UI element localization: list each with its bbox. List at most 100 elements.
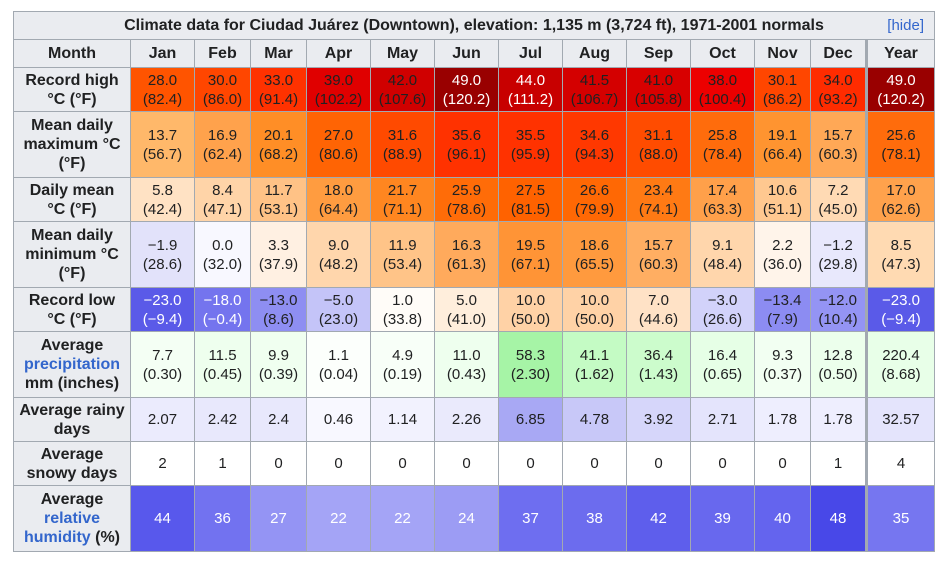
- cell-value: 0: [462, 455, 471, 472]
- climate-table: Climate data for Ciudad Juárez (Downtown…: [13, 11, 935, 552]
- cell-secondary-value: (79.9): [574, 200, 615, 218]
- cell-secondary-value: (33.8): [382, 310, 423, 328]
- cell-value: 10.0: [579, 291, 610, 309]
- data-cell: 2.42: [194, 397, 251, 442]
- cell-value: −13.4: [763, 291, 802, 309]
- row-header-line: mm (inches): [24, 375, 120, 392]
- cell-value: 11.0: [452, 346, 481, 364]
- cell-secondary-value: (60.3): [818, 145, 858, 163]
- data-cell: 40: [754, 485, 811, 552]
- cell-value: 21.7: [387, 181, 418, 199]
- cell-secondary-value: (81.5): [510, 200, 551, 218]
- cell-value: −1.2: [823, 236, 853, 254]
- data-cell: 0.46: [306, 397, 371, 442]
- row-header: Average snowy days: [13, 441, 131, 486]
- data-cell: 7.7 (0.30): [130, 331, 195, 398]
- data-cell: 2.71: [690, 397, 755, 442]
- data-cell: 0: [250, 441, 307, 486]
- cell-secondary-value: (−0.4): [202, 310, 243, 328]
- data-cell: 20.1 (68.2): [250, 111, 307, 178]
- data-cell: 0.0 (32.0): [194, 221, 251, 288]
- data-cell: −1.9 (28.6): [130, 221, 195, 288]
- cell-secondary-value: (61.3): [446, 255, 487, 273]
- cell-value: 0: [526, 455, 535, 472]
- cell-value: 4.78: [579, 411, 610, 428]
- cell-secondary-value: (0.37): [762, 365, 803, 383]
- climate-table-body: Record high °C (°F) 28.0 (82.4) 30.0 (86.0) 33…: [13, 67, 935, 552]
- cell-value: 18.6: [579, 236, 610, 254]
- cell-secondary-value: (0.50): [818, 365, 858, 383]
- cell-value: −5.0: [323, 291, 354, 309]
- data-cell: 9.1 (48.4): [690, 221, 755, 288]
- data-cell: 37: [498, 485, 563, 552]
- row-header: Average precipitation mm (inches): [13, 331, 131, 398]
- cell-value: 2.71: [707, 411, 738, 428]
- humidity-link[interactable]: humidity: [24, 529, 91, 546]
- data-cell: 9.3 (0.37): [754, 331, 811, 398]
- data-cell: 0: [370, 441, 435, 486]
- cell-value: 16.4: [707, 346, 738, 364]
- cell-value: 18.0: [323, 181, 354, 199]
- cell-value: 49.0: [451, 71, 482, 89]
- data-cell: 27.0 (80.6): [306, 111, 371, 178]
- hide-toggle-link[interactable]: [hide]: [887, 17, 924, 34]
- cell-secondary-value: (23.0): [318, 310, 359, 328]
- cell-value: 33.0: [263, 71, 294, 89]
- data-cell: 35: [865, 485, 935, 552]
- cell-value: 28.0: [147, 71, 178, 89]
- table-row: Mean daily maximum °C (°F) 13.7 (56.7) 16.9 (6…: [13, 111, 935, 178]
- cell-value: 40: [774, 510, 791, 527]
- cell-secondary-value: (63.3): [702, 200, 743, 218]
- row-header-link[interactable]: precipitation: [23, 356, 120, 373]
- data-cell: 0: [562, 441, 627, 486]
- cell-value: 24: [458, 510, 475, 527]
- cell-value: 19.5: [515, 236, 546, 254]
- climate-table-wrapper: Climate data for Ciudad Juárez (Downtown…: [13, 11, 935, 552]
- cell-value: 49.0: [886, 71, 916, 89]
- cell-secondary-value: (68.2): [258, 145, 299, 163]
- data-cell: 34.0 (93.2): [810, 67, 867, 112]
- data-cell: 15.7 (60.3): [810, 111, 867, 178]
- data-cell: 58.3 (2.30): [498, 331, 563, 398]
- row-header-line: °C (°F): [47, 310, 97, 328]
- cell-value: 41.0: [643, 71, 674, 89]
- cell-value: −13.0: [259, 291, 298, 309]
- cell-secondary-value: (8.6): [263, 310, 294, 328]
- cell-value: 9.3: [772, 346, 793, 364]
- cell-secondary-value: (96.1): [446, 145, 487, 163]
- cell-value: 44: [154, 510, 171, 527]
- cell-secondary-value: (88.0): [638, 145, 679, 163]
- cell-value: 22: [394, 510, 411, 527]
- cell-secondary-value: (47.3): [881, 255, 921, 273]
- row-header-line: Daily mean: [29, 181, 115, 199]
- data-cell: 5.8 (42.4): [130, 177, 195, 222]
- cell-value: 0: [718, 455, 727, 472]
- data-cell: 9.9 (0.39): [250, 331, 307, 398]
- data-cell: 0: [434, 441, 499, 486]
- data-cell: 17.4 (63.3): [690, 177, 755, 222]
- data-cell: 2: [130, 441, 195, 486]
- data-cell: 36.4 (1.43): [626, 331, 691, 398]
- cell-value: −18.0: [203, 291, 242, 309]
- cell-value: 25.9: [451, 181, 482, 199]
- cell-value: 35: [892, 510, 910, 527]
- cell-secondary-value: (120.2): [877, 90, 925, 108]
- cell-secondary-value: (0.04): [318, 365, 359, 383]
- cell-value: 42.0: [387, 71, 418, 89]
- data-cell: 3.3 (37.9): [250, 221, 307, 288]
- cell-value: 35.5: [515, 126, 546, 144]
- cell-secondary-value: (86.0): [202, 90, 243, 108]
- data-cell: 11.9 (53.4): [370, 221, 435, 288]
- data-cell: 31.6 (88.9): [370, 111, 435, 178]
- cell-value: 25.8: [707, 126, 738, 144]
- cell-value: 2.26: [451, 411, 482, 428]
- row-header-link[interactable]: relative: [43, 510, 101, 527]
- data-cell: 49.0 (120.2): [434, 67, 499, 112]
- month-column-header: Month: [13, 39, 131, 68]
- data-cell: 35.5 (95.9): [498, 111, 563, 178]
- cell-value: 37: [522, 510, 539, 527]
- data-cell: 31.1 (88.0): [626, 111, 691, 178]
- cell-value: 16.9: [207, 126, 238, 144]
- data-cell: 15.7 (60.3): [626, 221, 691, 288]
- cell-value: 7.0: [648, 291, 669, 309]
